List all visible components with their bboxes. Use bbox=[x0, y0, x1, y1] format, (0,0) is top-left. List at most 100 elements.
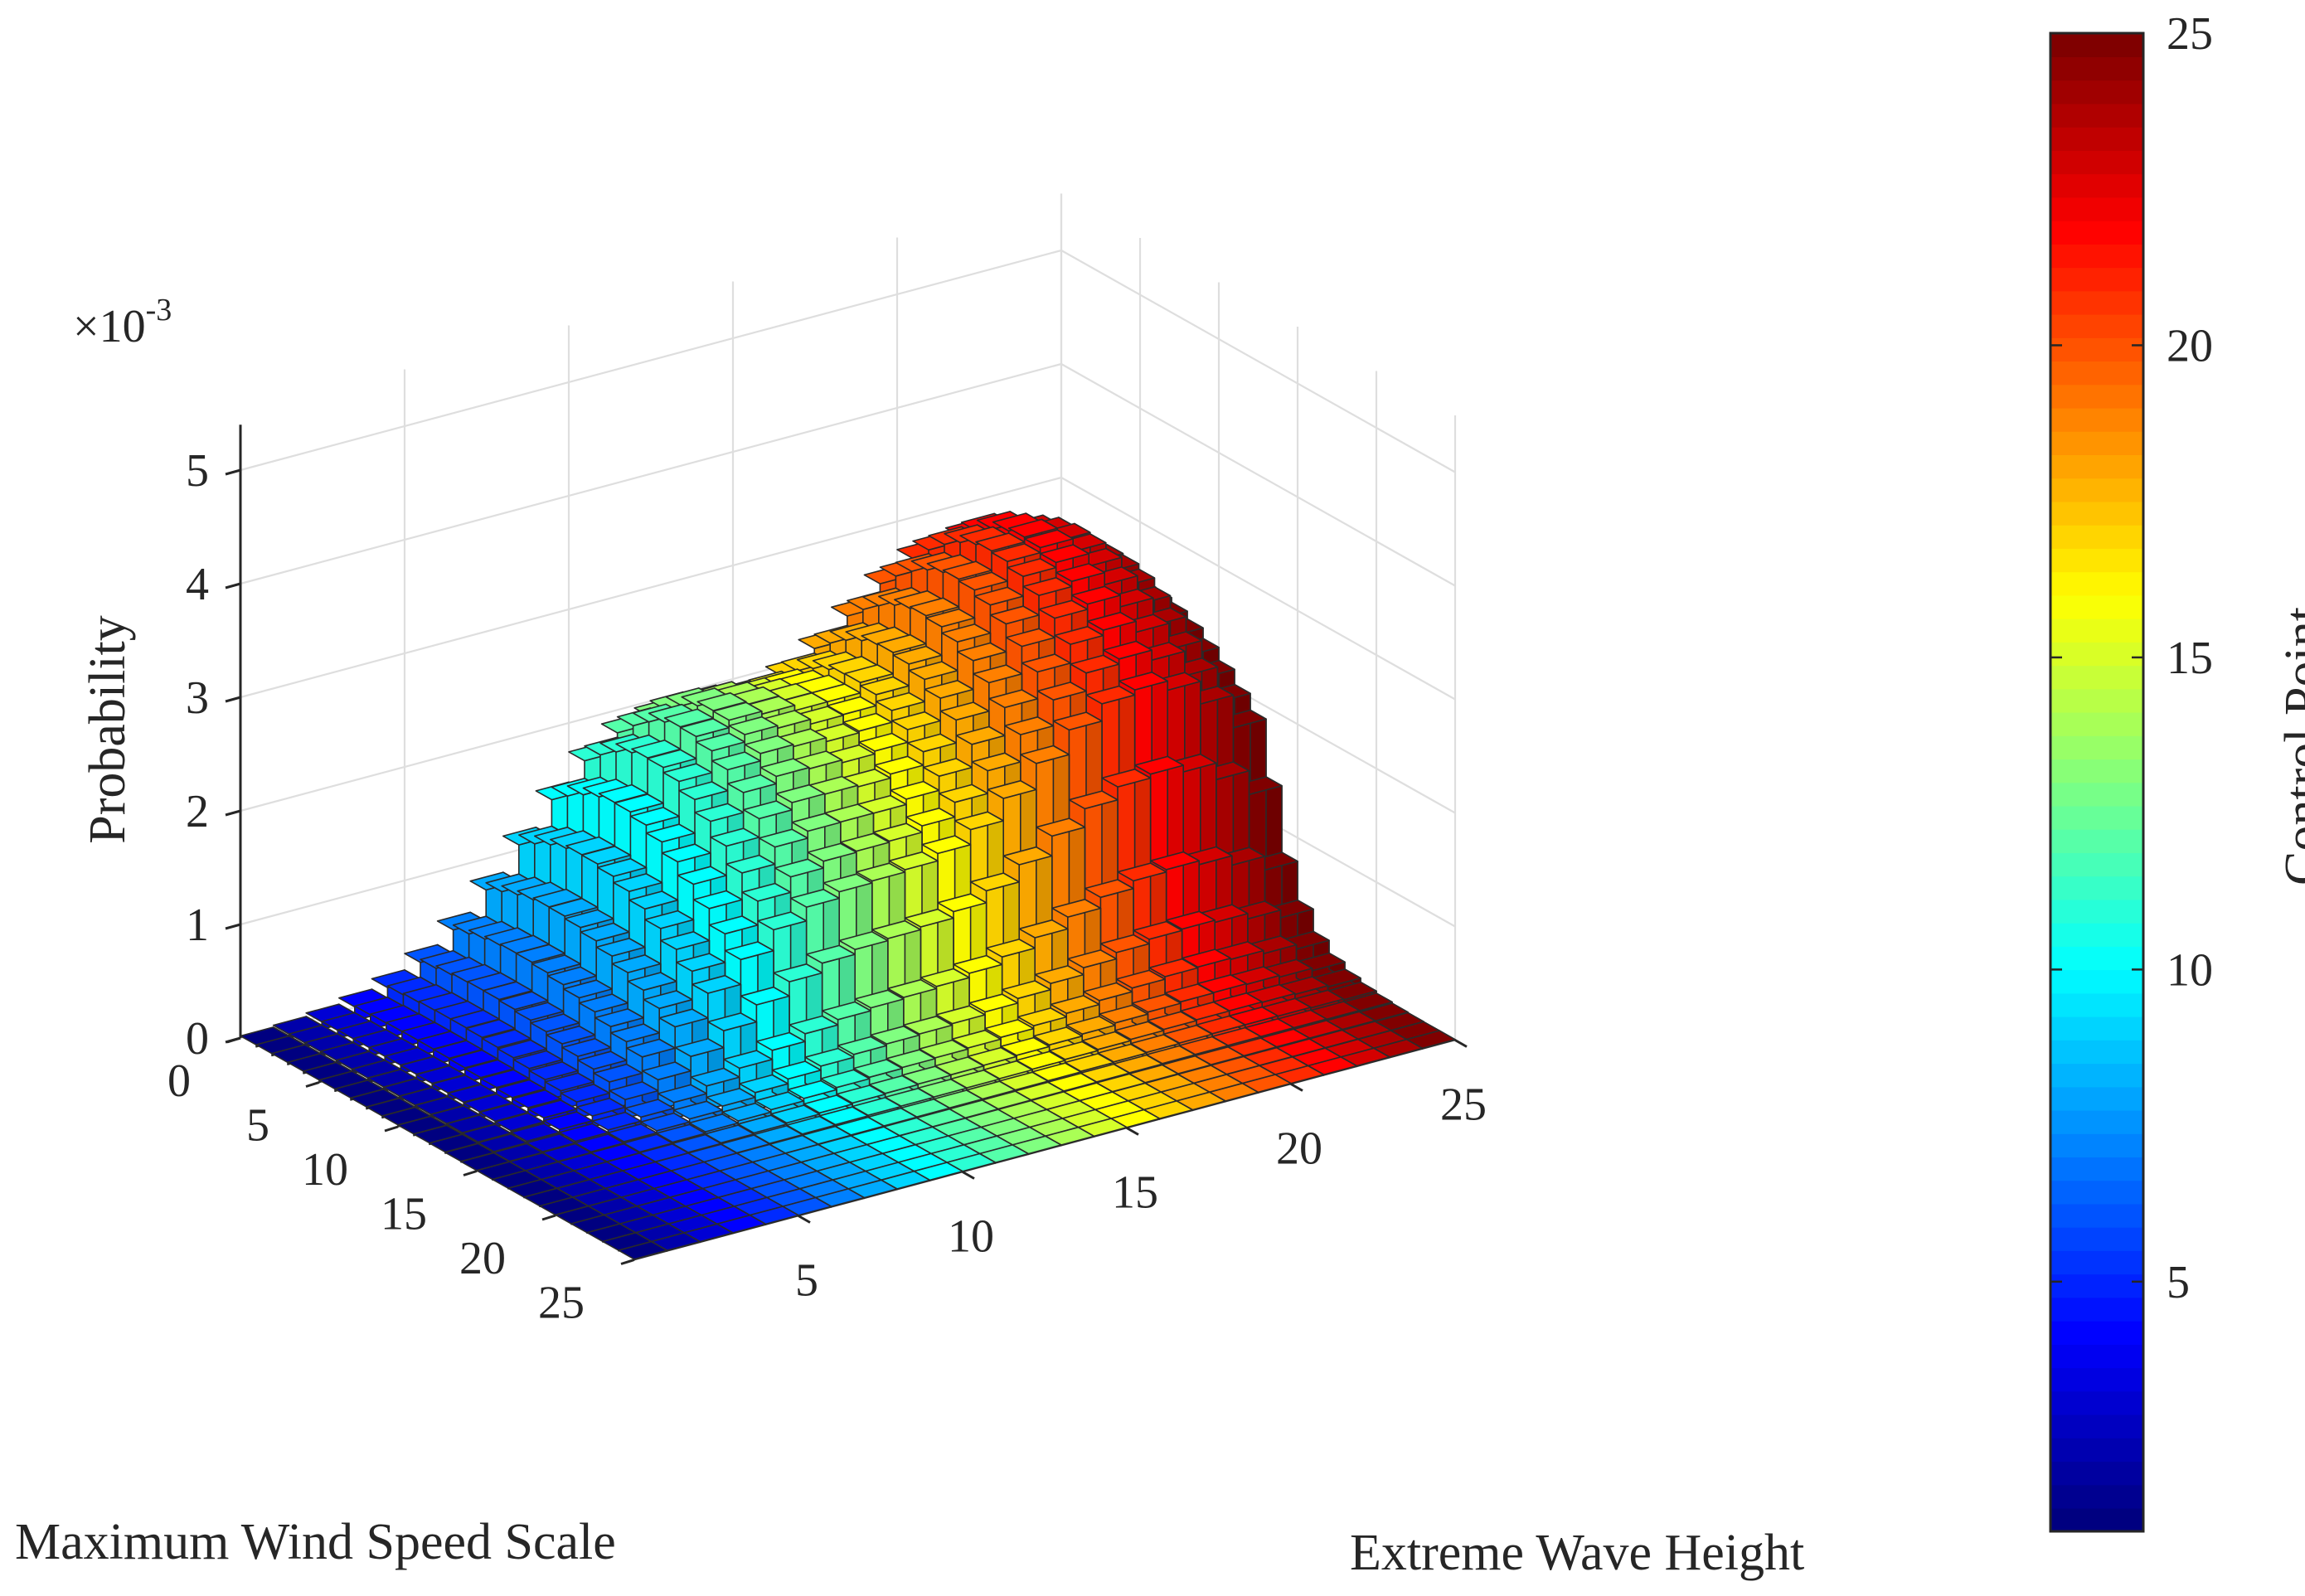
x-axis-tick bbox=[463, 1170, 478, 1176]
colorbar-cell bbox=[2050, 1297, 2143, 1322]
colorbar-cell bbox=[2050, 1040, 2143, 1065]
z-axis-tick bbox=[225, 809, 241, 817]
colorbar-cell bbox=[2050, 290, 2143, 315]
y-tick-label: 5 bbox=[795, 1255, 818, 1307]
bars-layer bbox=[240, 511, 1456, 1261]
y-tick-label: 25 bbox=[1440, 1079, 1487, 1131]
z-axis-tick bbox=[225, 923, 241, 930]
bar bbox=[946, 1152, 997, 1173]
colorbar-cell bbox=[2050, 1109, 2143, 1134]
colorbar-cell bbox=[2050, 899, 2143, 924]
grid-line bbox=[240, 249, 1062, 472]
x-tick-label: 20 bbox=[459, 1233, 506, 1284]
x-axis-tick bbox=[226, 1036, 241, 1044]
colorbar-cell bbox=[2050, 1203, 2143, 1228]
x-axis-tick bbox=[384, 1125, 399, 1133]
grid-line bbox=[1060, 363, 1456, 587]
x-tick-label: 25 bbox=[538, 1278, 585, 1329]
bar bbox=[782, 1196, 832, 1217]
colorbar-cell bbox=[2050, 571, 2143, 596]
y-axis-tick bbox=[962, 1171, 975, 1180]
z-tick-label: 5 bbox=[186, 445, 209, 497]
bar bbox=[978, 1144, 1029, 1164]
colorbar-cell bbox=[2050, 196, 2143, 221]
colorbar-cell bbox=[2050, 1320, 2143, 1345]
grid-line bbox=[240, 362, 1062, 585]
colorbar-cell bbox=[2050, 267, 2143, 292]
colorbar-cell bbox=[2050, 407, 2143, 432]
z-tick-label: 3 bbox=[186, 672, 209, 724]
colorbar: 5 10 15 20 25 Control Point bbox=[2049, 8, 2305, 1533]
x-axis-tick bbox=[541, 1214, 556, 1221]
colorbar-cell bbox=[2050, 1507, 2143, 1532]
z-axis-tick bbox=[225, 468, 241, 476]
colorbar-cell bbox=[2050, 1273, 2143, 1298]
colorbar-cell bbox=[2050, 478, 2143, 502]
colorbar-cell bbox=[2050, 782, 2143, 807]
y-tick-label: 15 bbox=[1112, 1167, 1158, 1219]
colorbar-cell bbox=[2050, 454, 2143, 479]
colorbar-cell bbox=[2050, 805, 2143, 830]
colorbar-cell bbox=[2050, 244, 2143, 269]
colorbar-cell bbox=[2050, 876, 2143, 900]
y-axis-label: Extreme Wave Height bbox=[1350, 1525, 1804, 1581]
z-tick-label: 0 bbox=[186, 1013, 209, 1065]
x-tick-label: 0 bbox=[167, 1055, 191, 1107]
colorbar-cell bbox=[2050, 1438, 2143, 1463]
colorbar-cell bbox=[2050, 688, 2143, 713]
x-tick-label: 10 bbox=[302, 1144, 348, 1196]
colorbar-label: Control Point bbox=[2275, 607, 2305, 885]
y-axis-tick bbox=[798, 1215, 811, 1224]
colorbar-cell bbox=[2050, 618, 2143, 643]
z-tick-label: 1 bbox=[186, 900, 209, 951]
colorbar-cell bbox=[2050, 828, 2143, 853]
z-tick-label: 2 bbox=[186, 786, 209, 837]
colorbar-cell bbox=[2050, 665, 2143, 690]
colorbar-cell bbox=[2050, 103, 2143, 128]
colorbar-cell bbox=[2050, 384, 2143, 409]
colorbar-cell bbox=[2050, 735, 2143, 760]
bar bbox=[913, 1162, 963, 1181]
x-tick-labels: 0 5 10 15 20 25 bbox=[167, 1055, 585, 1329]
colorbar-cell bbox=[2050, 337, 2143, 362]
z-exponent-label: ×10-3 bbox=[73, 293, 172, 352]
bar bbox=[1143, 1100, 1193, 1120]
z-tick-labels: 0 1 2 3 4 5 bbox=[186, 445, 209, 1065]
y-tick-label: 10 bbox=[948, 1211, 994, 1263]
z-axis-label: Probability bbox=[80, 615, 136, 844]
colorbar-cell bbox=[2050, 1461, 2143, 1486]
y-axis-tick bbox=[1290, 1083, 1303, 1092]
grid-line bbox=[1060, 477, 1456, 701]
colorbar-tick-label: 10 bbox=[2167, 944, 2213, 996]
y-axis-tick bbox=[1126, 1127, 1139, 1136]
colorbar-cell bbox=[2050, 1250, 2143, 1275]
colorbar-cell bbox=[2050, 150, 2143, 175]
colorbar-cell bbox=[2050, 946, 2143, 971]
colorbar-cell bbox=[2050, 711, 2143, 736]
colorbar-cell bbox=[2050, 969, 2143, 994]
bar bbox=[618, 1240, 668, 1261]
y-axis-tick bbox=[1454, 1039, 1468, 1048]
x-tick-label: 5 bbox=[246, 1100, 269, 1152]
x-axis-tick bbox=[620, 1259, 635, 1265]
colorbar-tick-label: 20 bbox=[2167, 320, 2213, 371]
y-tick-label: 20 bbox=[1276, 1123, 1322, 1175]
colorbar-cell bbox=[2050, 1414, 2143, 1438]
z-axis-tick bbox=[225, 582, 241, 589]
colorbar-cell bbox=[2050, 1086, 2143, 1111]
colorbar-cell bbox=[2050, 548, 2143, 573]
colorbar-cell bbox=[2050, 524, 2143, 549]
colorbar-cell bbox=[2050, 852, 2143, 877]
colorbar-cell bbox=[2050, 1157, 2143, 1181]
grid-line bbox=[240, 476, 1062, 699]
colorbar-cell bbox=[2050, 1390, 2143, 1415]
colorbar-cell bbox=[2050, 361, 2143, 386]
colorbar-cell bbox=[2050, 126, 2143, 151]
colorbar-cell bbox=[2050, 1226, 2143, 1251]
z-tick-label: 4 bbox=[186, 559, 209, 610]
x-axis-tick bbox=[305, 1081, 320, 1088]
x-axis-label: Maximum Wind Speed Scale bbox=[15, 1514, 616, 1570]
colorbar-cell bbox=[2050, 33, 2143, 58]
colorbar-cell bbox=[2050, 922, 2143, 947]
